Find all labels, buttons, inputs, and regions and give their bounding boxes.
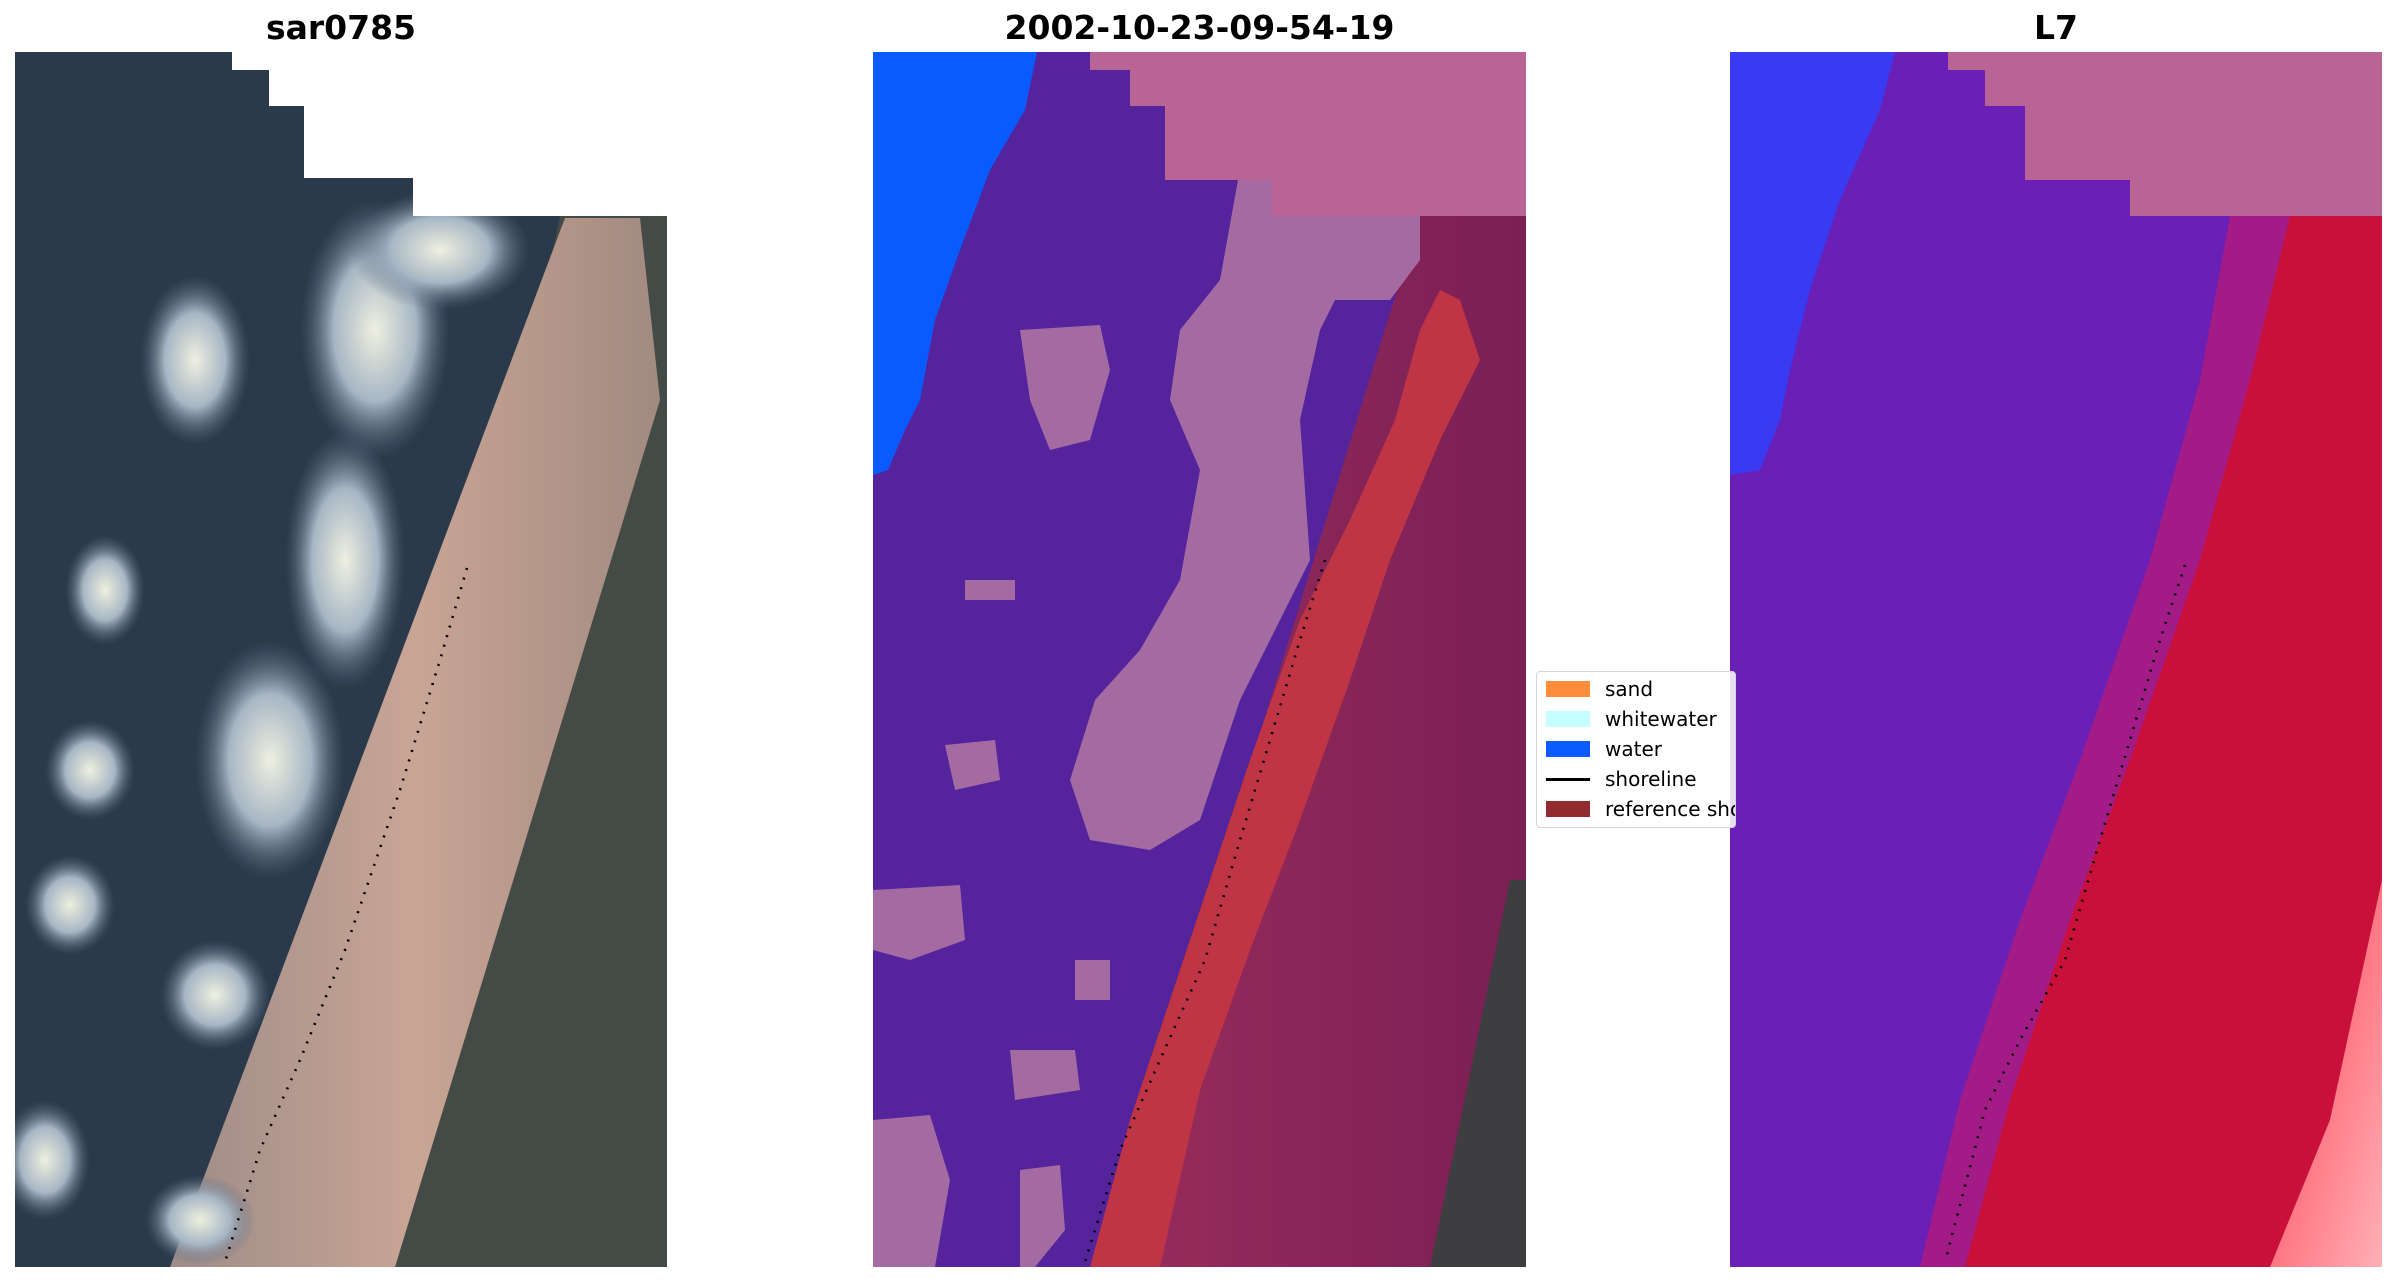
class-nodata bbox=[1090, 52, 1526, 216]
shoreline-dots-class bbox=[1083, 559, 1327, 1263]
legend-item-whitewater: whitewater bbox=[1537, 705, 1735, 733]
legend-swatch-whitewater bbox=[1546, 711, 1590, 727]
panel-title-index: L7 bbox=[2034, 8, 2078, 47]
legend-label-reference-shoreline: reference shoreline bbox=[1605, 797, 1735, 821]
panel-title-classification: 2002-10-23-09-54-19 bbox=[1004, 8, 1395, 47]
class-land-area bbox=[1095, 216, 1526, 1267]
rgb-land-area bbox=[340, 216, 667, 1267]
shoreline-dots-index bbox=[1943, 564, 2187, 1263]
class-water-area bbox=[873, 52, 1526, 1267]
legend-label-whitewater: whitewater bbox=[1605, 707, 1717, 731]
shoreline-dots-rgb bbox=[223, 567, 469, 1263]
index-bright-corner bbox=[2270, 880, 2382, 1267]
legend-swatch-water bbox=[1546, 741, 1590, 757]
index-nodata bbox=[1948, 52, 2382, 216]
legend-label-sand: sand bbox=[1605, 677, 1654, 701]
legend-swatch-sand bbox=[1546, 681, 1590, 697]
legend-label-water: water bbox=[1605, 737, 1662, 761]
class-sand-band bbox=[1090, 290, 1480, 1267]
legend-item-water: water bbox=[1537, 735, 1735, 763]
index-blue-area bbox=[1730, 52, 1895, 475]
legend-item-shoreline: shoreline bbox=[1537, 765, 1735, 793]
legend-swatch-reference-shoreline bbox=[1546, 801, 1590, 817]
legend-label-shoreline: shoreline bbox=[1605, 767, 1697, 791]
index-water-area bbox=[1730, 52, 2382, 1267]
legend-swatch-shoreline bbox=[1546, 777, 1590, 781]
legend-item-sand: sand bbox=[1537, 675, 1735, 703]
class-whitewater-overlay bbox=[873, 180, 1420, 1267]
rgb-beach-strip bbox=[170, 218, 660, 1267]
legend: sand whitewater water shoreline referenc… bbox=[1536, 671, 1736, 828]
rgb-foam-patches bbox=[15, 190, 530, 1265]
class-dark-land bbox=[1430, 880, 1526, 1267]
panel-title-rgb: sar0785 bbox=[265, 8, 417, 47]
class-ocean bbox=[873, 52, 1037, 475]
index-land-area bbox=[1955, 216, 2382, 1267]
legend-item-reference-shoreline: reference shoreline bbox=[1537, 795, 1735, 823]
index-transition bbox=[1920, 216, 2290, 1267]
rgb-water-area bbox=[15, 52, 667, 1267]
